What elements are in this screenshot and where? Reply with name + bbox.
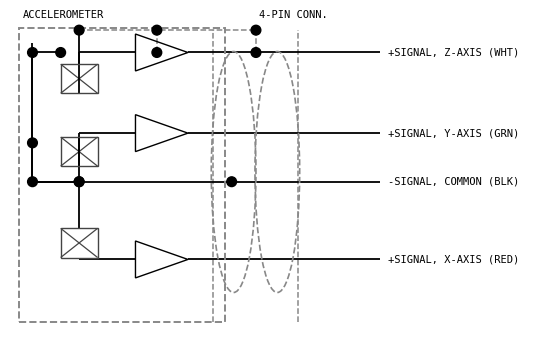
Bar — [60, 64, 97, 93]
Text: +SIGNAL, Y-AXIS (GRN): +SIGNAL, Y-AXIS (GRN) — [388, 128, 519, 138]
Bar — [19, 28, 225, 322]
Circle shape — [74, 177, 84, 186]
Circle shape — [227, 177, 236, 186]
Text: -SIGNAL, COMMON (BLK): -SIGNAL, COMMON (BLK) — [388, 177, 519, 187]
Bar — [60, 228, 97, 258]
Circle shape — [251, 47, 261, 57]
Circle shape — [152, 25, 162, 35]
Circle shape — [28, 47, 37, 57]
Circle shape — [56, 47, 65, 57]
Circle shape — [28, 177, 37, 186]
Text: +SIGNAL, X-AXIS (RED): +SIGNAL, X-AXIS (RED) — [388, 255, 519, 265]
Text: 4-PIN CONN.: 4-PIN CONN. — [259, 10, 328, 20]
Circle shape — [74, 25, 84, 35]
Circle shape — [28, 138, 37, 148]
Bar — [60, 137, 97, 166]
Circle shape — [74, 177, 84, 186]
Text: ACCELEROMETER: ACCELEROMETER — [23, 10, 104, 20]
Circle shape — [251, 25, 261, 35]
Circle shape — [152, 47, 162, 57]
Text: +SIGNAL, Z-AXIS (WHT): +SIGNAL, Z-AXIS (WHT) — [388, 47, 519, 57]
